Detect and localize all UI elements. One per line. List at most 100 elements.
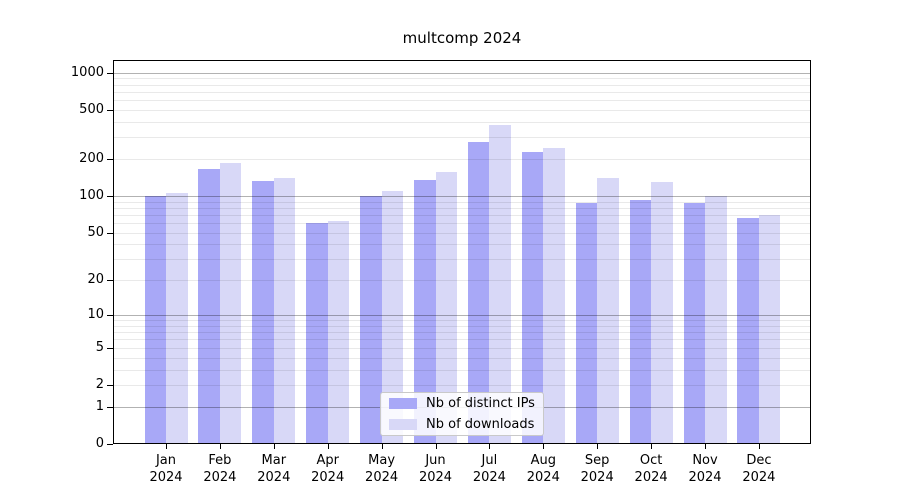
x-tick-label-month: Jun [425,453,446,468]
minor-gridline [113,384,811,386]
y-tick-label: 50 [87,224,104,240]
bar-downloads [273,178,296,444]
minor-gridline [113,158,811,160]
major-gridline [113,72,811,74]
bar-downloads [435,171,457,444]
bar-downloads [489,124,511,444]
bar-distinct-ips [683,202,705,444]
x-tick-label-month: Jan [155,453,177,468]
minor-gridline [113,332,811,334]
x-tick-label-year: 2024 [365,470,399,485]
x-tick-mark [327,444,329,449]
x-tick-label-month: Nov [692,453,718,468]
minor-gridline [113,84,811,86]
bar-distinct-ips [575,203,598,444]
bar-downloads [327,221,350,444]
bar-downloads [543,147,565,444]
x-tick-label-month: Oct [639,453,663,468]
plot-area [113,60,811,444]
x-tick-label: Sep 2024 [567,452,627,486]
y-tick-mark [107,109,113,111]
x-tick-label: Aug 2024 [513,452,573,486]
x-tick-mark [166,444,167,449]
y-tick-label: 200 [79,150,104,166]
y-tick-label: 1000 [70,64,104,80]
minor-gridline [113,232,811,234]
legend-entry-distinct-ips: Nb of distinct IPs [389,394,543,413]
x-tick-mark [651,444,653,449]
x-tick-label: Oct 2024 [621,452,681,486]
x-tick-label: Nov 2024 [675,452,735,486]
legend: Nb of distinct IPs Nb of downloads [380,392,544,436]
minor-gridline [113,201,811,203]
x-tick-label-month: Jul [481,453,498,468]
y-tick-label: 5 [95,339,104,355]
minor-gridline [113,320,811,322]
x-tick-label: Jun 2024 [406,452,466,486]
y-tick-label: 500 [79,101,104,117]
x-tick-mark [758,444,760,449]
minor-gridline [113,121,811,123]
y-tick-mark [107,72,113,74]
minor-gridline [113,137,811,139]
y-tick-label: 10 [87,307,104,323]
y-tick-label: 0 [95,436,104,451]
x-tick-label-month: Sep [584,453,610,468]
x-tick-label: Dec 2024 [729,452,789,486]
x-tick-label-month: May [368,453,396,468]
x-tick-label-year: 2024 [634,470,668,485]
bar-downloads [758,214,781,444]
x-tick-label-year: 2024 [688,470,722,485]
x-tick-label-year: 2024 [311,470,345,485]
x-tick-label: Jan 2024 [136,452,196,486]
x-tick-label-year: 2024 [149,470,183,485]
x-tick-mark [435,444,437,449]
minor-gridline [113,357,811,359]
bar-downloads [381,190,404,444]
x-tick-label: May 2024 [352,452,412,486]
legend-label-distinct-ips: Nb of distinct IPs [426,396,535,411]
minor-gridline [113,207,811,209]
major-gridline [113,195,811,197]
bars-layer [113,60,811,444]
y-tick-label: 100 [79,187,104,203]
x-tick-label-year: 2024 [418,470,453,485]
x-tick-label: Mar 2024 [244,452,304,486]
x-tick-label-month: Aug [530,453,556,468]
bar-distinct-ips [360,196,382,444]
bar-downloads [705,195,727,444]
x-tick-label-year: 2024 [742,470,776,485]
bar-downloads [166,193,188,444]
bar-distinct-ips [252,181,274,444]
x-tick-mark [597,444,599,449]
x-tick-label: Feb 2024 [190,452,250,486]
y-tick-mark [107,444,113,445]
bar-distinct-ips [737,218,759,444]
bar-distinct-ips [467,142,490,444]
bar-downloads [219,163,242,444]
major-gridline [113,315,811,317]
minor-gridline [113,78,811,80]
chart-title: multcomp 2024 [402,29,522,47]
x-tick-mark [489,444,491,449]
legend-label-downloads: Nb of downloads [426,417,535,432]
minor-gridline [113,339,811,341]
x-tick-label: Jul 2024 [459,452,519,486]
minor-gridline [113,100,811,101]
bar-distinct-ips [306,223,328,444]
y-tick-label: 2 [95,376,104,392]
y-tick-mark [107,384,113,386]
y-tick-mark [107,280,113,282]
legend-swatch-distinct-ips [389,398,417,409]
bar-distinct-ips [198,169,220,444]
grid-layer [113,60,811,444]
minor-gridline [113,91,811,93]
x-tick-label: Apr 2024 [298,452,358,486]
legend-swatch-downloads [389,419,417,430]
x-tick-label-year: 2024 [203,470,237,485]
y-tick-mark [107,232,113,234]
x-tick-label-month: Feb [208,453,232,468]
y-tick-label: 1 [95,398,104,414]
x-tick-label-year: 2024 [472,470,506,485]
